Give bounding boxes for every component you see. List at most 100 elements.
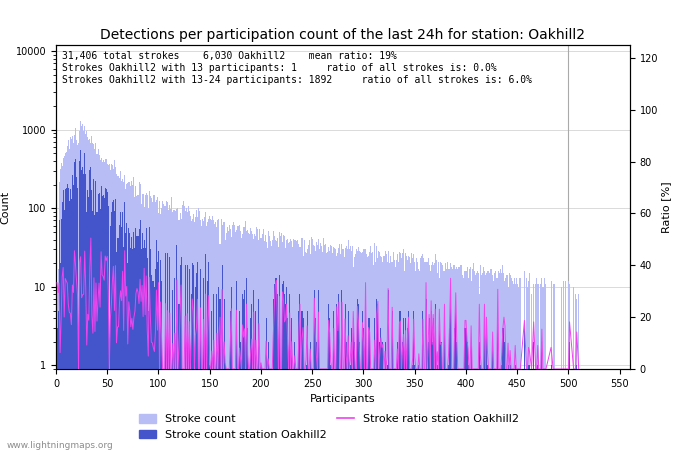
Bar <box>432 342 433 450</box>
Bar <box>149 227 150 450</box>
Bar <box>368 318 369 450</box>
Bar <box>211 220 212 450</box>
Bar <box>160 214 161 450</box>
Bar <box>499 273 500 450</box>
Bar <box>484 318 485 450</box>
Bar <box>242 294 243 450</box>
Bar <box>209 365 210 450</box>
Bar <box>484 271 485 450</box>
Bar <box>81 170 82 450</box>
Bar <box>369 318 370 450</box>
Bar <box>276 278 277 450</box>
Bar <box>291 318 293 450</box>
Bar <box>158 251 159 450</box>
Bar <box>216 294 218 450</box>
Bar <box>68 140 69 450</box>
Bar <box>419 271 421 450</box>
Bar <box>82 166 83 450</box>
Bar <box>314 290 315 450</box>
Bar <box>399 252 400 450</box>
Bar <box>413 254 414 450</box>
Bar <box>482 273 483 450</box>
Bar <box>99 160 101 450</box>
Bar <box>122 179 123 450</box>
Bar <box>468 269 470 450</box>
Bar <box>276 241 277 450</box>
Bar <box>524 271 525 450</box>
Bar <box>103 160 104 450</box>
Bar <box>355 254 356 450</box>
Bar <box>296 241 297 450</box>
Bar <box>327 252 328 450</box>
Bar <box>290 239 291 450</box>
Bar <box>438 261 439 450</box>
Bar <box>243 228 244 450</box>
Bar <box>353 267 354 450</box>
Bar <box>356 249 357 450</box>
Bar <box>72 175 73 450</box>
Bar <box>519 278 520 450</box>
Bar <box>286 239 287 450</box>
Bar <box>306 365 307 450</box>
Bar <box>354 342 355 450</box>
Bar <box>375 261 377 450</box>
Bar <box>110 170 111 450</box>
Bar <box>444 271 445 450</box>
Bar <box>362 310 363 450</box>
Bar <box>433 265 434 450</box>
Bar <box>329 251 330 450</box>
Bar <box>466 342 468 450</box>
Bar <box>348 240 349 450</box>
Bar <box>82 124 83 450</box>
Bar <box>390 256 391 450</box>
Bar <box>455 310 456 450</box>
Bar <box>389 263 390 450</box>
Bar <box>209 216 210 450</box>
Bar <box>121 227 122 450</box>
Bar <box>479 294 480 450</box>
Bar <box>449 328 450 450</box>
Bar <box>465 271 466 450</box>
Bar <box>166 201 167 450</box>
Bar <box>134 197 135 450</box>
Bar <box>103 195 104 450</box>
Bar <box>313 245 314 450</box>
Bar <box>202 219 203 450</box>
Bar <box>218 287 220 450</box>
Bar <box>247 230 248 450</box>
Bar <box>125 233 126 450</box>
Bar <box>152 202 153 450</box>
Bar <box>315 318 316 450</box>
Bar <box>331 246 332 450</box>
Bar <box>363 249 364 450</box>
Bar <box>154 287 155 450</box>
Bar <box>124 202 125 450</box>
Bar <box>541 342 542 450</box>
Bar <box>510 278 512 450</box>
Bar <box>365 249 366 450</box>
Bar <box>289 242 290 450</box>
Bar <box>155 269 156 450</box>
Bar <box>285 248 286 450</box>
Bar <box>205 254 206 450</box>
Bar <box>106 164 108 450</box>
Bar <box>316 242 317 450</box>
Bar <box>90 144 92 450</box>
Bar <box>212 216 214 450</box>
Text: 31,406 total strokes    6,030 Oakhill2    mean ratio: 19%
Strokes Oakhill2 with : 31,406 total strokes 6,030 Oakhill2 mean… <box>62 51 532 85</box>
Bar <box>372 252 373 450</box>
Bar <box>69 149 70 450</box>
Bar <box>298 310 300 450</box>
Bar <box>453 265 454 450</box>
Bar <box>359 251 360 450</box>
Bar <box>328 304 329 450</box>
Bar <box>102 162 103 450</box>
Bar <box>76 140 77 450</box>
Stroke ratio station Oakhill2 <box>393 346 402 352</box>
Bar <box>273 230 274 450</box>
Bar <box>476 273 477 450</box>
Bar <box>451 267 452 450</box>
Bar <box>167 202 168 450</box>
Bar <box>164 206 165 450</box>
Bar <box>358 304 359 450</box>
